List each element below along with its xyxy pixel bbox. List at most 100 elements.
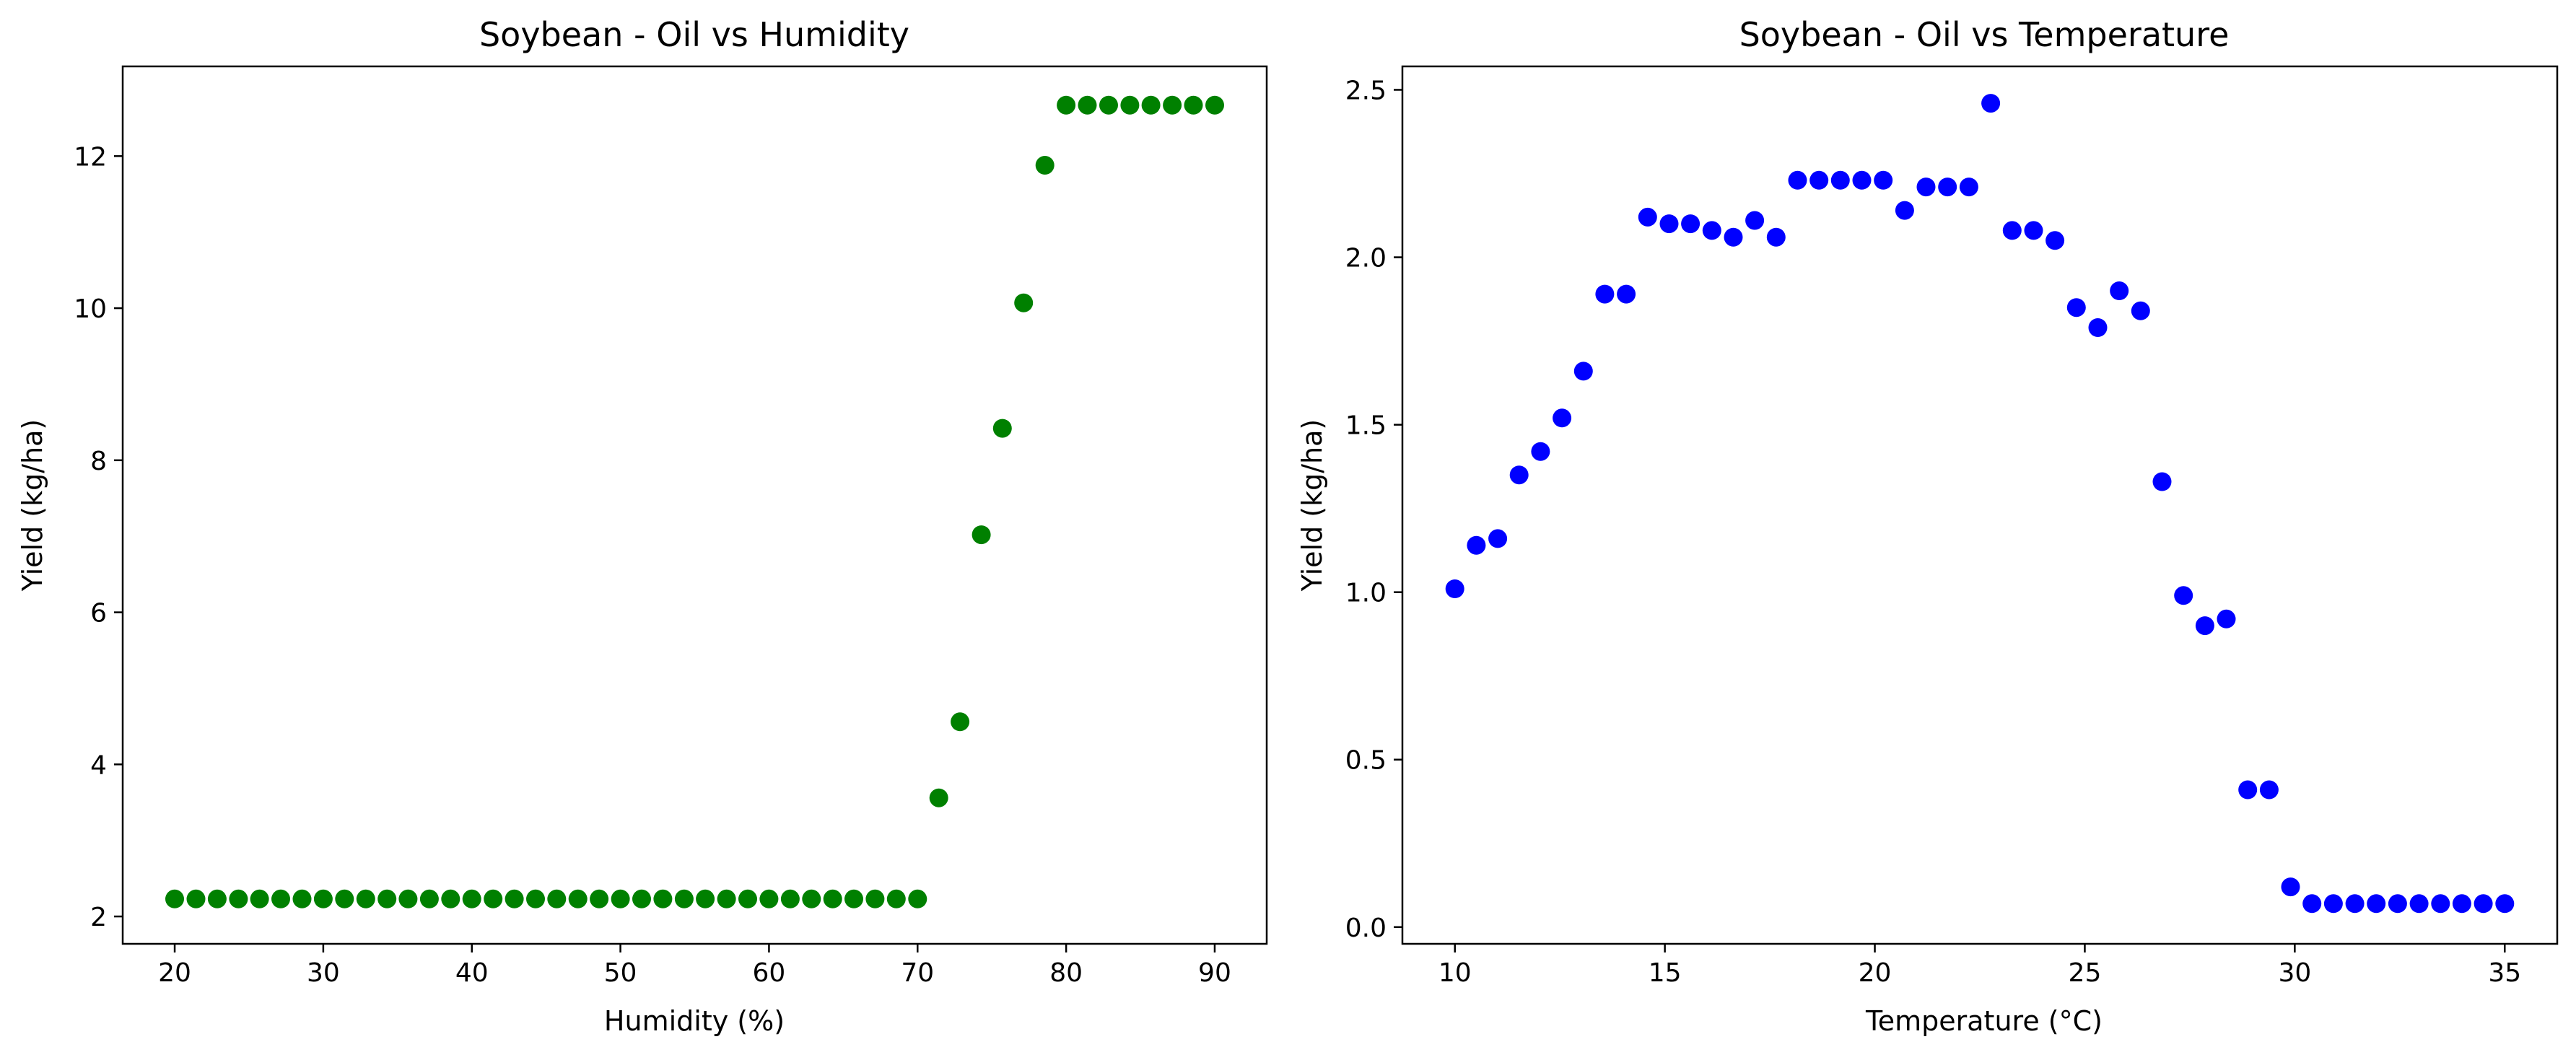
temperature-data-point — [2388, 894, 2407, 914]
temperature-data-point — [1809, 170, 1829, 190]
temperature-plot-frame — [1401, 65, 2559, 945]
humidity-scatter-points — [165, 95, 1224, 908]
temperature-data-point — [2452, 894, 2471, 914]
temperature-scatter-points — [1445, 94, 2515, 914]
temperature-data-point — [1724, 227, 1743, 247]
temperature-data-point — [1874, 170, 1893, 190]
humidity-data-point — [271, 889, 290, 908]
humidity-subplot: Soybean - Oil vs Humidity 20 30 40 50 60 70 80… — [17, 15, 1268, 1037]
temperature-data-point — [1830, 170, 1850, 190]
humidity-data-point — [611, 889, 630, 908]
humidity-x-tick-label: 80 — [1049, 958, 1083, 988]
temperature-data-point — [2195, 616, 2214, 636]
temperature-y-tick-label: 1.5 — [1345, 411, 1387, 441]
temperature-data-point — [1788, 170, 1807, 190]
humidity-data-point — [696, 889, 715, 908]
temperature-data-point — [1895, 201, 1914, 220]
humidity-x-axis-label: Humidity (%) — [604, 1005, 785, 1037]
humidity-data-point — [335, 889, 354, 908]
humidity-data-point — [377, 889, 397, 908]
humidity-y-tick-label: 8 — [90, 447, 107, 476]
temperature-x-tick-label: 20 — [1859, 958, 1892, 988]
temperature-data-point — [1488, 529, 1508, 548]
temperature-data-point — [1595, 284, 1615, 304]
humidity-plot-frame — [121, 65, 1268, 945]
temperature-data-point — [1916, 178, 1936, 197]
temperature-axis-ticks: 10 15 20 25 30 35 0.0 0.5 1.0 1.5 2.0 2.5 — [1345, 76, 2521, 988]
temperature-data-point — [1981, 94, 2001, 113]
humidity-x-tick-label: 30 — [307, 958, 340, 988]
temperature-data-point — [1638, 207, 1657, 227]
temperature-data-point — [2259, 780, 2279, 800]
temperature-data-point — [1852, 170, 1872, 190]
temperature-x-tick-label: 30 — [2278, 958, 2311, 988]
humidity-data-point — [1184, 95, 1203, 115]
temperature-data-point — [2217, 609, 2236, 628]
humidity-data-point — [972, 525, 991, 545]
temperature-x-tick-label: 15 — [1649, 958, 1682, 988]
humidity-data-point — [865, 889, 885, 908]
humidity-y-tick-label: 2 — [90, 903, 107, 932]
humidity-data-point — [823, 889, 842, 908]
humidity-data-point — [398, 889, 418, 908]
humidity-x-tick-label: 60 — [753, 958, 786, 988]
humidity-data-point — [992, 419, 1012, 438]
temperature-data-point — [2431, 894, 2450, 914]
temperature-data-point — [2110, 281, 2129, 300]
temperature-data-point — [2174, 586, 2193, 605]
temperature-y-tick-label: 1.0 — [1345, 579, 1387, 608]
humidity-data-point — [1141, 95, 1161, 115]
humidity-data-point — [780, 889, 800, 908]
humidity-data-point — [717, 889, 736, 908]
humidity-data-point — [1205, 95, 1224, 115]
humidity-data-point — [1099, 95, 1118, 115]
humidity-data-point — [1163, 95, 1182, 115]
humidity-data-point — [568, 889, 588, 908]
temperature-data-point — [1745, 211, 1765, 230]
humidity-data-point — [738, 889, 757, 908]
humidity-data-point — [951, 712, 970, 732]
temperature-data-point — [1531, 442, 1550, 461]
humidity-x-tick-label: 90 — [1198, 958, 1231, 988]
humidity-data-point — [207, 889, 227, 908]
humidity-data-point — [590, 889, 609, 908]
temperature-data-point — [1681, 214, 1700, 234]
humidity-data-point — [356, 889, 375, 908]
humidity-data-point — [1035, 156, 1055, 175]
humidity-data-point — [844, 889, 863, 908]
temperature-data-point — [2238, 780, 2258, 800]
temperature-data-point — [2024, 221, 2043, 240]
humidity-data-point — [165, 889, 184, 908]
temperature-data-point — [2367, 894, 2386, 914]
temperature-y-tick-label: 2.5 — [1345, 76, 1387, 105]
humidity-data-point — [526, 889, 545, 908]
humidity-data-point — [462, 889, 481, 908]
humidity-x-tick-label: 20 — [158, 958, 191, 988]
temperature-x-tick-label: 10 — [1438, 958, 1472, 988]
temperature-data-point — [2495, 894, 2515, 914]
humidity-data-point — [632, 889, 651, 908]
temperature-x-tick-label: 35 — [2488, 958, 2521, 988]
humidity-data-point — [908, 889, 927, 908]
temperature-data-point — [2066, 298, 2086, 317]
temperature-data-point — [1467, 535, 1486, 555]
temperature-data-point — [2152, 472, 2172, 491]
humidity-y-tick-label: 6 — [90, 599, 107, 628]
humidity-chart-title: Soybean - Oil vs Humidity — [479, 15, 909, 54]
temperature-data-point — [2302, 894, 2322, 914]
humidity-data-point — [802, 889, 821, 908]
temperature-data-point — [1573, 362, 1593, 381]
temperature-x-axis-label: Temperature (°C) — [1865, 1005, 2103, 1037]
humidity-y-tick-label: 12 — [74, 142, 107, 172]
humidity-data-point — [484, 889, 503, 908]
humidity-x-tick-label: 50 — [604, 958, 637, 988]
temperature-data-point — [1445, 579, 1464, 598]
temperature-data-point — [2474, 894, 2493, 914]
humidity-data-point — [653, 889, 673, 908]
humidity-axis-ticks: 20 30 40 50 60 70 80 90 2 4 6 8 10 12 — [74, 142, 1231, 988]
temperature-data-point — [1659, 214, 1679, 234]
temperature-data-point — [2045, 231, 2065, 250]
humidity-x-tick-label: 70 — [901, 958, 934, 988]
temperature-data-point — [2281, 877, 2300, 897]
temperature-y-tick-label: 0.5 — [1345, 746, 1387, 776]
